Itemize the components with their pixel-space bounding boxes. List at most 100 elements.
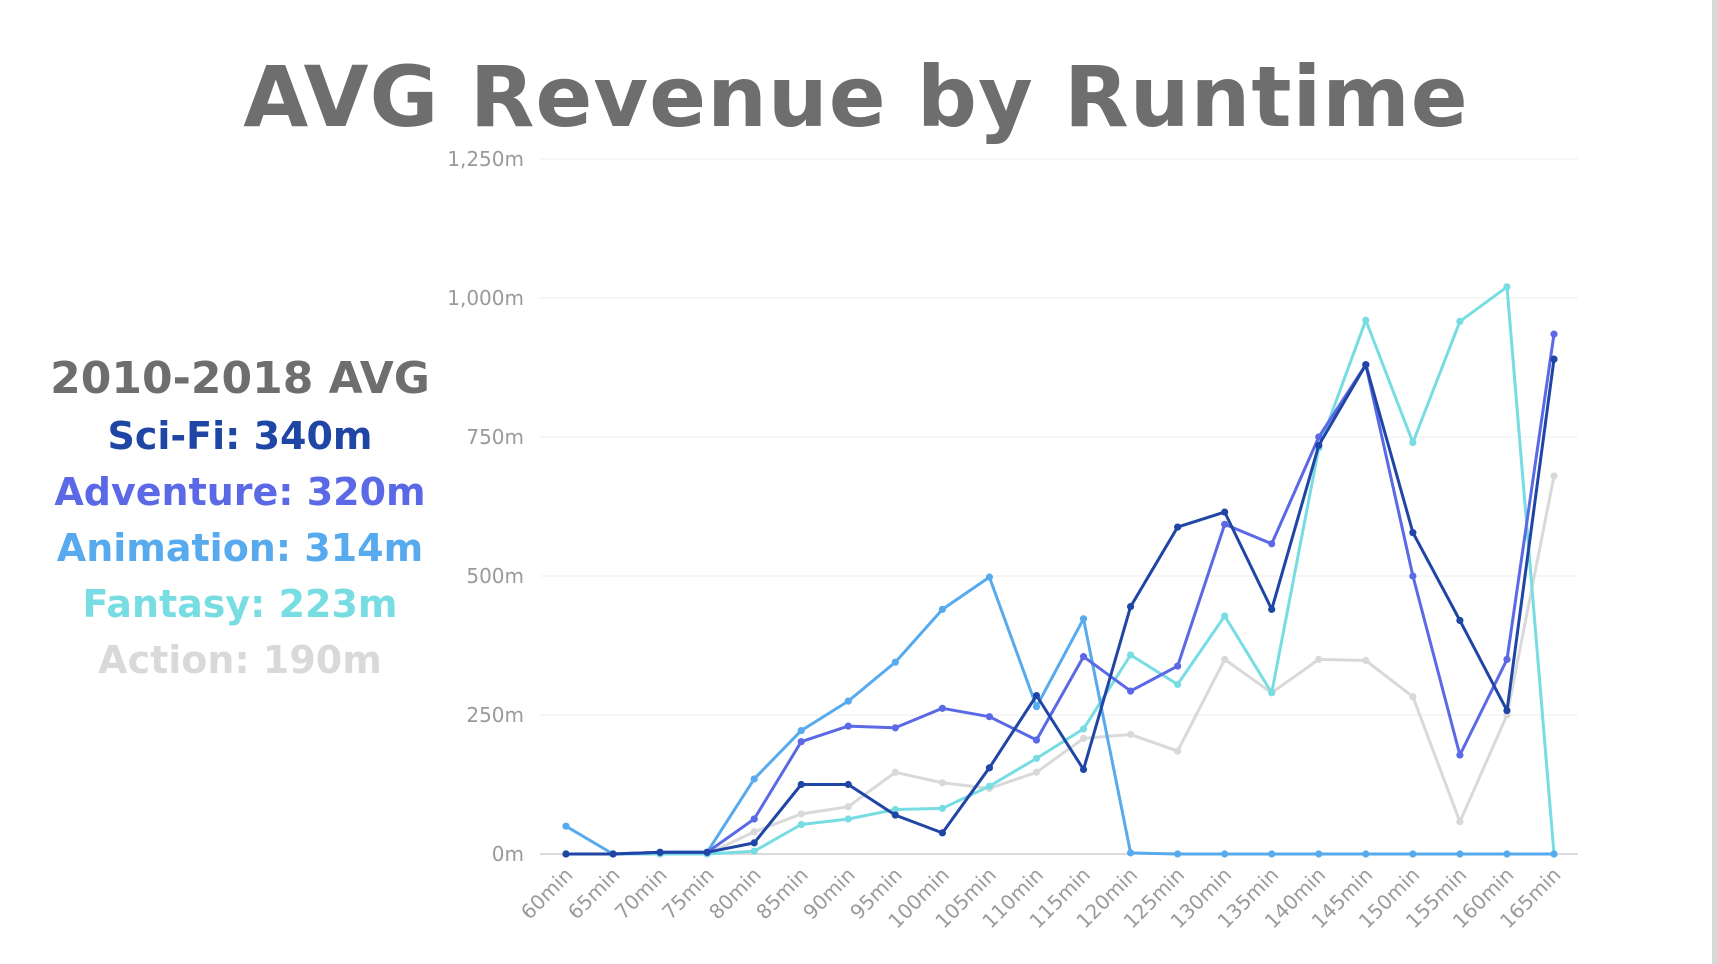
data-point: [704, 849, 711, 856]
data-point: [1503, 283, 1510, 290]
data-point: [562, 823, 569, 830]
data-point: [798, 727, 805, 734]
data-point: [1127, 651, 1134, 658]
data-point: [1080, 653, 1087, 660]
data-point: [656, 849, 663, 856]
data-point: [1174, 681, 1181, 688]
series-line: [566, 287, 1554, 854]
y-tick-label: 500m: [466, 564, 524, 588]
data-point: [1456, 617, 1463, 624]
data-point: [892, 724, 899, 731]
data-point: [1362, 850, 1369, 857]
data-point: [798, 810, 805, 817]
data-point: [845, 815, 852, 822]
data-point: [892, 769, 899, 776]
data-point: [609, 850, 616, 857]
data-point: [1033, 755, 1040, 762]
series-line: [566, 334, 1554, 854]
data-point: [1409, 439, 1416, 446]
data-point: [1174, 523, 1181, 530]
y-tick-label: 1,250m: [447, 147, 524, 171]
data-point: [798, 781, 805, 788]
data-point: [1221, 508, 1228, 515]
data-point: [1127, 603, 1134, 610]
data-point: [892, 659, 899, 666]
data-point: [1080, 615, 1087, 622]
data-point: [1268, 540, 1275, 547]
data-point: [1033, 736, 1040, 743]
data-point: [1127, 849, 1134, 856]
data-point: [1221, 521, 1228, 528]
data-point: [1221, 612, 1228, 619]
data-point: [1456, 318, 1463, 325]
y-tick-label: 250m: [466, 703, 524, 727]
x-tick-label: 80min: [704, 863, 766, 925]
data-point: [1268, 689, 1275, 696]
data-point: [751, 848, 758, 855]
data-point: [986, 713, 993, 720]
x-tick-label: 70min: [610, 863, 672, 925]
data-point: [1503, 656, 1510, 663]
data-point: [1315, 850, 1322, 857]
data-point: [1550, 850, 1557, 857]
x-tick-label: 85min: [751, 863, 813, 925]
data-point: [751, 839, 758, 846]
data-point: [1550, 331, 1557, 338]
data-point: [1409, 529, 1416, 536]
data-point: [986, 783, 993, 790]
data-point: [1080, 735, 1087, 742]
data-point: [1456, 850, 1463, 857]
data-point: [1550, 356, 1557, 363]
data-point: [1362, 317, 1369, 324]
data-point: [1503, 850, 1510, 857]
data-point: [798, 821, 805, 828]
page-edge-divider: [1712, 0, 1718, 964]
data-point: [939, 779, 946, 786]
data-point: [1550, 472, 1557, 479]
data-point: [1221, 850, 1228, 857]
x-tick-label: 65min: [563, 863, 625, 925]
data-point: [1503, 707, 1510, 714]
data-point: [1033, 769, 1040, 776]
data-point: [562, 850, 569, 857]
data-point: [1268, 606, 1275, 613]
data-point: [1174, 662, 1181, 669]
data-point: [1221, 656, 1228, 663]
data-point: [986, 574, 993, 581]
data-point: [1409, 850, 1416, 857]
data-point: [1409, 693, 1416, 700]
data-point: [845, 723, 852, 730]
data-point: [1409, 572, 1416, 579]
data-point: [798, 738, 805, 745]
x-tick-label: 75min: [657, 863, 719, 925]
data-point: [1174, 850, 1181, 857]
data-point: [1315, 442, 1322, 449]
data-point: [939, 606, 946, 613]
series-line: [566, 359, 1554, 854]
data-point: [1174, 748, 1181, 755]
data-point: [892, 811, 899, 818]
x-tick-label: 60min: [516, 863, 578, 925]
data-point: [1127, 731, 1134, 738]
y-tick-label: 0m: [492, 842, 524, 866]
data-point: [845, 698, 852, 705]
data-point: [1456, 751, 1463, 758]
data-point: [939, 829, 946, 836]
data-point: [939, 705, 946, 712]
data-point: [1456, 818, 1463, 825]
y-tick-label: 750m: [466, 425, 524, 449]
data-point: [1080, 766, 1087, 773]
data-point: [1033, 703, 1040, 710]
data-point: [1315, 656, 1322, 663]
data-point: [845, 803, 852, 810]
data-point: [751, 815, 758, 822]
data-point: [1080, 725, 1087, 732]
data-point: [1268, 850, 1275, 857]
series-line: [566, 577, 1554, 854]
data-point: [1033, 692, 1040, 699]
data-point: [1362, 361, 1369, 368]
data-point: [939, 805, 946, 812]
data-point: [845, 781, 852, 788]
